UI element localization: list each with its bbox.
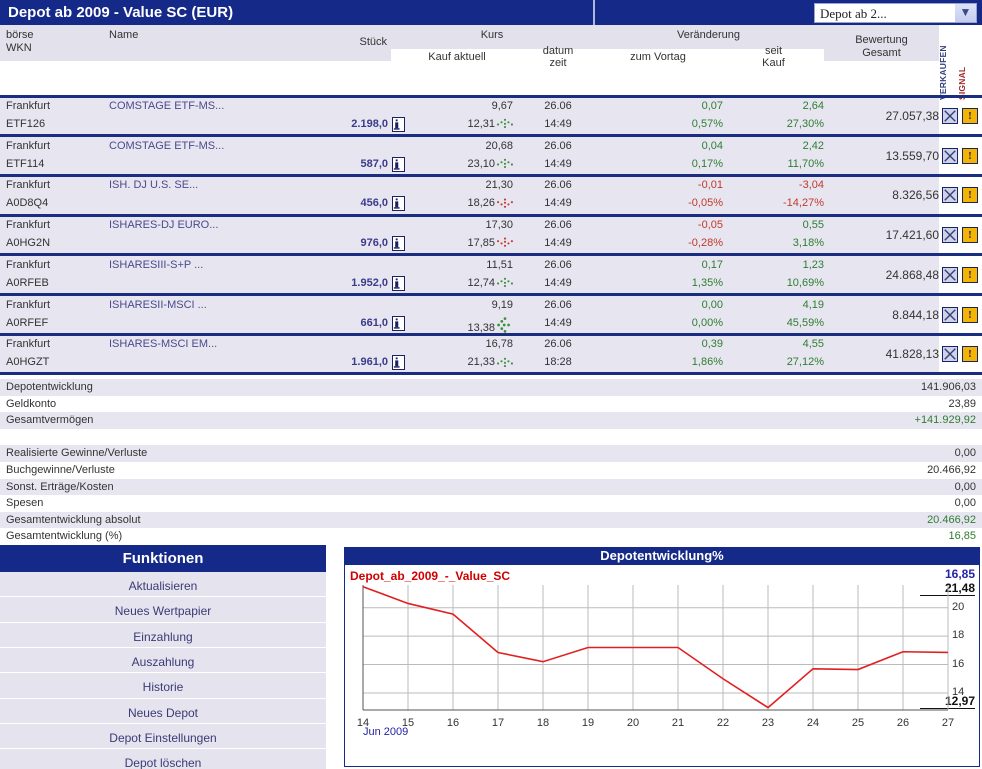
svg-text:18: 18 [537,717,549,729]
svg-text:16: 16 [447,717,459,729]
svg-text:25: 25 [852,717,864,729]
svg-text:20: 20 [627,717,639,729]
svg-text:22: 22 [717,717,729,729]
svg-text:24: 24 [807,717,819,729]
svg-text:17: 17 [492,717,504,729]
svg-text:21: 21 [672,717,684,729]
svg-text:26: 26 [897,717,909,729]
svg-text:19: 19 [582,717,594,729]
svg-text:27: 27 [942,717,954,729]
svg-text:23: 23 [762,717,774,729]
